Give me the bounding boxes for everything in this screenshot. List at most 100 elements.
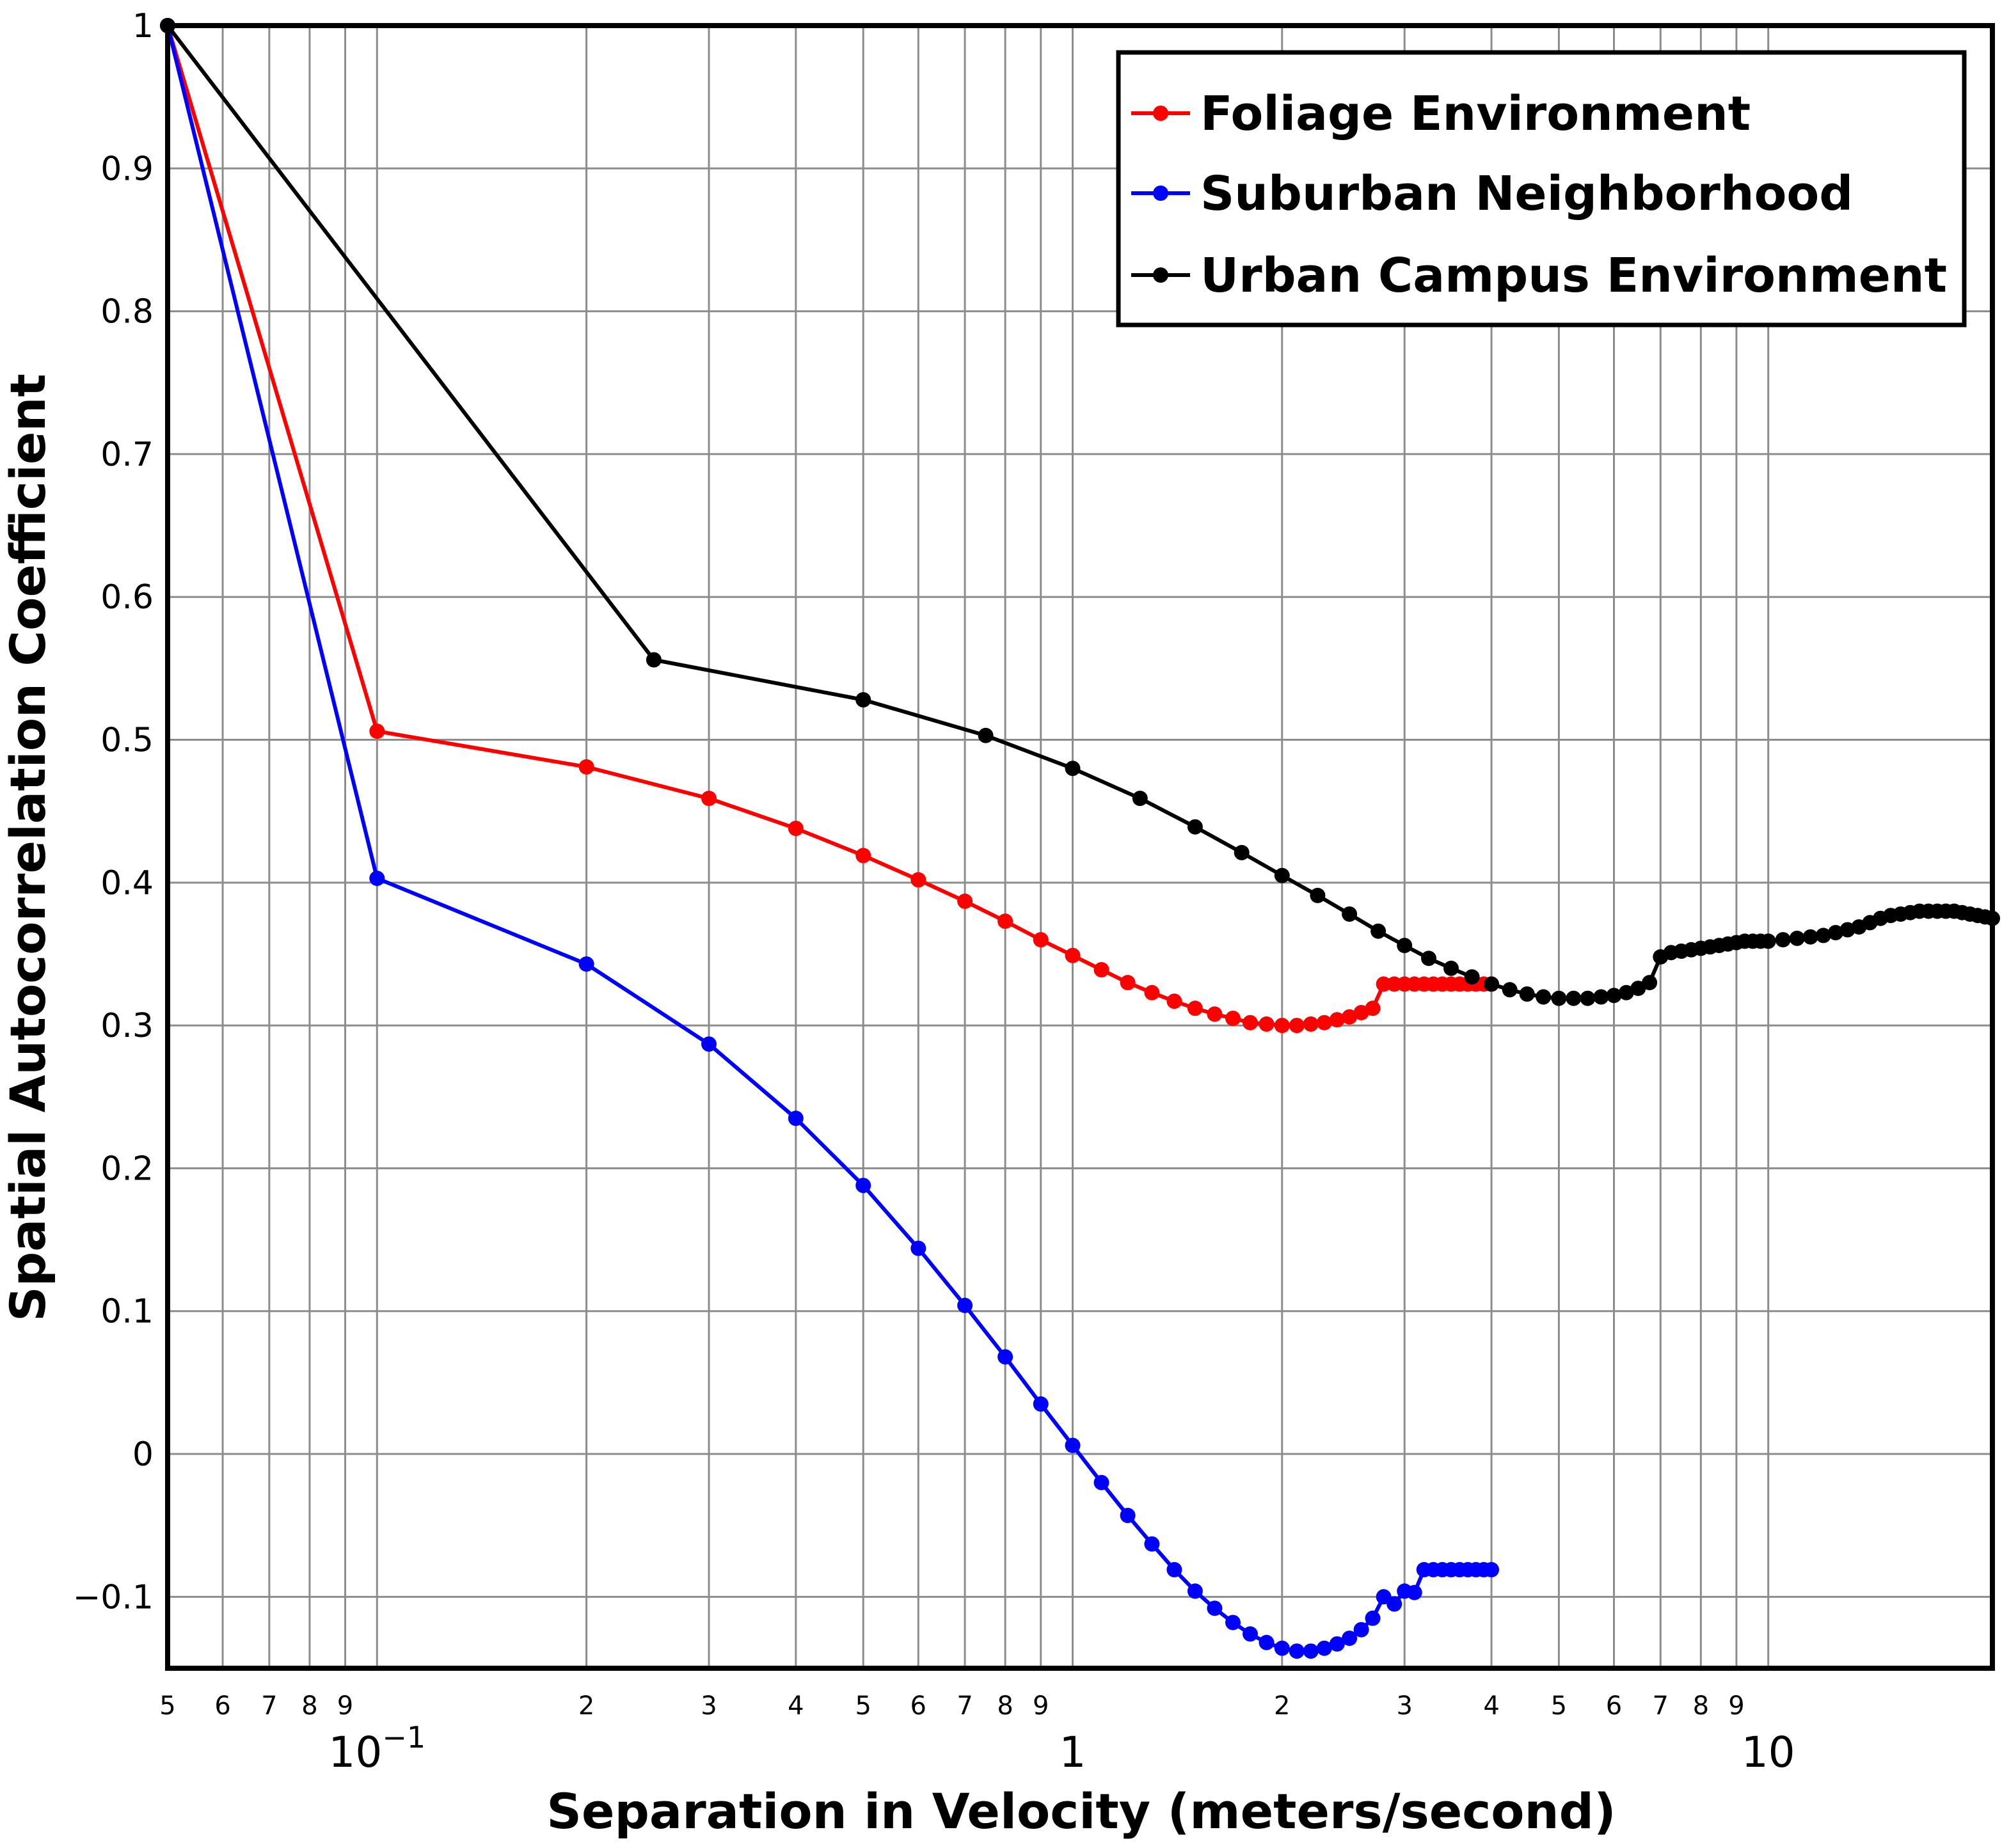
x-minor-tick-label: 8 [1693, 1691, 1709, 1721]
data-point [1536, 989, 1552, 1005]
legend-box [1116, 50, 1967, 328]
data-point [957, 893, 973, 909]
x-minor-tick-label: 9 [1728, 1691, 1744, 1721]
data-point [1274, 1018, 1290, 1034]
data-point [1225, 1615, 1241, 1631]
data-point [1551, 990, 1567, 1006]
x-axis-label: Separation in Velocity (meters/second) [546, 1783, 1616, 1840]
y-tick-label: 1 [132, 7, 154, 45]
data-point [1303, 1016, 1319, 1032]
y-tick-label: −0.1 [73, 1578, 154, 1616]
x-minor-tick-label: 9 [337, 1691, 353, 1721]
data-point [1386, 1596, 1402, 1612]
data-point [1342, 906, 1358, 922]
data-point [1775, 932, 1791, 948]
x-minor-tick-label: 6 [214, 1691, 230, 1721]
data-point [1342, 1631, 1358, 1647]
data-point [1166, 1561, 1182, 1577]
data-point [788, 821, 804, 836]
data-point [1443, 960, 1459, 976]
data-point [1316, 1640, 1332, 1656]
data-point [1274, 867, 1290, 883]
data-point [957, 1297, 973, 1313]
legend-label: Urban Campus Environment [1200, 248, 1947, 303]
data-point [1259, 1634, 1275, 1650]
legend-swatch-marker [1153, 106, 1168, 121]
data-point [1289, 1018, 1305, 1034]
data-point [1144, 1536, 1160, 1552]
data-point [1580, 990, 1596, 1006]
data-point [1187, 1000, 1203, 1016]
y-tick-label: 0.9 [100, 150, 154, 188]
data-point [1593, 989, 1609, 1005]
data-point [1519, 986, 1535, 1002]
data-point [1093, 962, 1109, 977]
data-point [1033, 932, 1049, 948]
x-minor-tick-label: 3 [701, 1691, 717, 1721]
data-point [1316, 1015, 1332, 1031]
data-point [1397, 938, 1413, 954]
data-point [1815, 928, 1831, 944]
x-minor-tick-label: 4 [1483, 1691, 1499, 1721]
x-minor-tick-label: 6 [910, 1691, 926, 1721]
data-point [1187, 1583, 1203, 1599]
data-point [1243, 1626, 1258, 1642]
data-point [1376, 976, 1392, 992]
x-minor-tick-label: 4 [788, 1691, 804, 1721]
data-point [855, 692, 871, 707]
data-point [1618, 984, 1634, 1000]
data-point [1464, 969, 1480, 985]
data-point [997, 1349, 1013, 1365]
y-tick-label: 0.2 [100, 1149, 154, 1188]
data-point [1207, 1600, 1223, 1616]
data-point [1566, 990, 1582, 1006]
x-minor-tick-label: 2 [578, 1691, 594, 1721]
data-point [1760, 933, 1776, 949]
legend-entries: Foliage Environment Suburban Neighborhood… [1131, 86, 1947, 303]
data-point [1033, 1396, 1049, 1412]
data-point [1065, 761, 1081, 777]
y-tick-label: 0.4 [100, 864, 154, 903]
data-point [1642, 975, 1658, 991]
legend-swatch-marker [1153, 186, 1168, 201]
data-point [1093, 1474, 1109, 1490]
series-markers [160, 18, 2000, 1659]
x-minor-tick-label: 7 [1653, 1691, 1669, 1721]
data-point [1353, 1622, 1369, 1638]
data-point [1329, 1636, 1345, 1652]
data-point [1303, 1643, 1319, 1659]
data-point [578, 956, 594, 972]
x-tick-labels: 5 6 7 8 9 2 3 4 5 6 7 8 9 2 3 4 5 6 7 8 910−1 1 10 [159, 1691, 1795, 1777]
data-point [1484, 1561, 1499, 1577]
data-point [1484, 976, 1499, 992]
data-point [788, 1110, 804, 1126]
data-point [1259, 1016, 1275, 1032]
legend: Foliage Environment Suburban Neighborhood… [1116, 50, 1967, 328]
x-major-tick-label: 10−1 [328, 1720, 425, 1777]
data-point [1243, 1015, 1258, 1031]
data-point [1144, 984, 1160, 1000]
data-point [369, 871, 385, 887]
data-point [1342, 1009, 1358, 1025]
y-tick-label: 0.1 [100, 1293, 154, 1331]
x-minor-tick-label: 7 [261, 1691, 277, 1721]
data-point [646, 652, 662, 668]
data-point [1289, 1643, 1305, 1659]
data-point [1365, 1610, 1381, 1626]
y-tick-label: 0.6 [100, 578, 154, 617]
data-point [910, 1240, 926, 1256]
data-point [701, 1036, 717, 1052]
x-minor-tick-label: 6 [1606, 1691, 1622, 1721]
x-minor-tick-label: 7 [957, 1691, 973, 1721]
data-point [1406, 1584, 1422, 1600]
x-minor-tick-label: 8 [301, 1691, 317, 1721]
x-major-tick-label: 1 [1059, 1728, 1086, 1777]
x-minor-tick-label: 5 [855, 1691, 871, 1721]
data-point [1802, 929, 1818, 945]
plot-frame [165, 23, 1995, 1671]
data-point [1421, 951, 1436, 967]
data-point [1502, 982, 1518, 998]
data-point [1274, 1640, 1290, 1656]
data-point [1365, 1000, 1381, 1016]
